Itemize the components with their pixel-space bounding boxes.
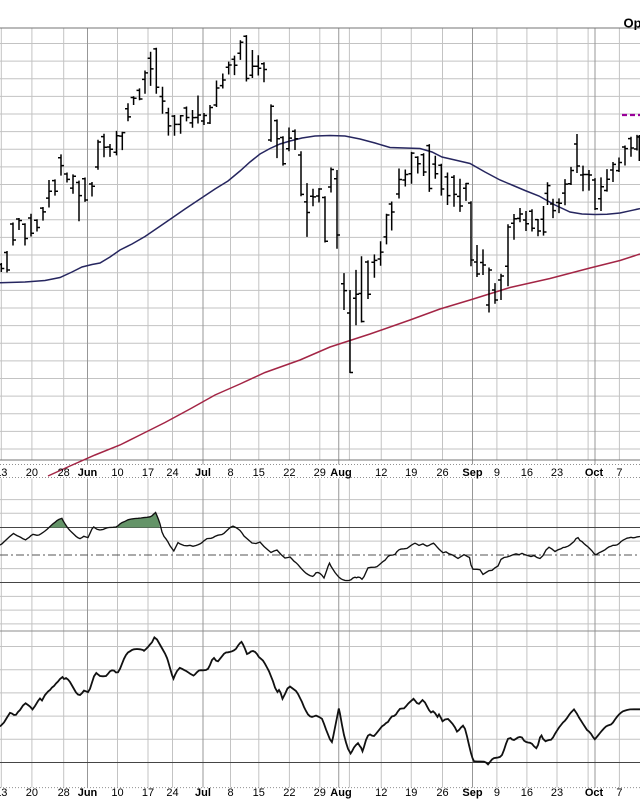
svg-text:19: 19 [405,467,417,479]
svg-text:7: 7 [616,787,622,799]
svg-text:Aug: Aug [330,787,351,799]
svg-text:8: 8 [227,467,233,479]
svg-text:16: 16 [521,467,533,479]
svg-text:Sep: Sep [462,787,482,799]
svg-text:15: 15 [253,787,265,799]
svg-text:Oct: Oct [585,787,604,799]
svg-text:26: 26 [436,787,448,799]
svg-text:Open: Open [624,16,640,31]
svg-text:26: 26 [436,467,448,479]
svg-text:12: 12 [375,787,387,799]
svg-text:17: 17 [142,787,154,799]
svg-text:16: 16 [521,787,533,799]
svg-text:9: 9 [494,467,500,479]
svg-text:29: 29 [314,787,326,799]
svg-text:9: 9 [494,787,500,799]
svg-text:29: 29 [314,467,326,479]
svg-text:Jul: Jul [195,467,211,479]
svg-text:13: 13 [0,467,7,479]
svg-text:15: 15 [253,467,265,479]
svg-text:10: 10 [111,787,123,799]
svg-text:8: 8 [227,787,233,799]
svg-text:7: 7 [616,467,622,479]
svg-text:23: 23 [551,787,563,799]
svg-text:10: 10 [111,467,123,479]
svg-text:Jun: Jun [78,467,98,479]
svg-text:Sep: Sep [462,467,482,479]
svg-text:12: 12 [375,467,387,479]
svg-text:20: 20 [26,787,38,799]
svg-text:13: 13 [0,787,7,799]
svg-text:Oct: Oct [585,467,604,479]
svg-text:19: 19 [405,787,417,799]
svg-text:28: 28 [58,467,70,479]
svg-text:24: 24 [166,467,178,479]
svg-text:Jul: Jul [195,787,211,799]
svg-text:17: 17 [142,467,154,479]
svg-text:23: 23 [551,467,563,479]
svg-text:24: 24 [166,787,178,799]
svg-text:Aug: Aug [330,467,351,479]
svg-text:22: 22 [283,467,295,479]
svg-text:28: 28 [58,787,70,799]
svg-text:20: 20 [26,467,38,479]
svg-text:22: 22 [283,787,295,799]
svg-text:Jun: Jun [78,787,98,799]
